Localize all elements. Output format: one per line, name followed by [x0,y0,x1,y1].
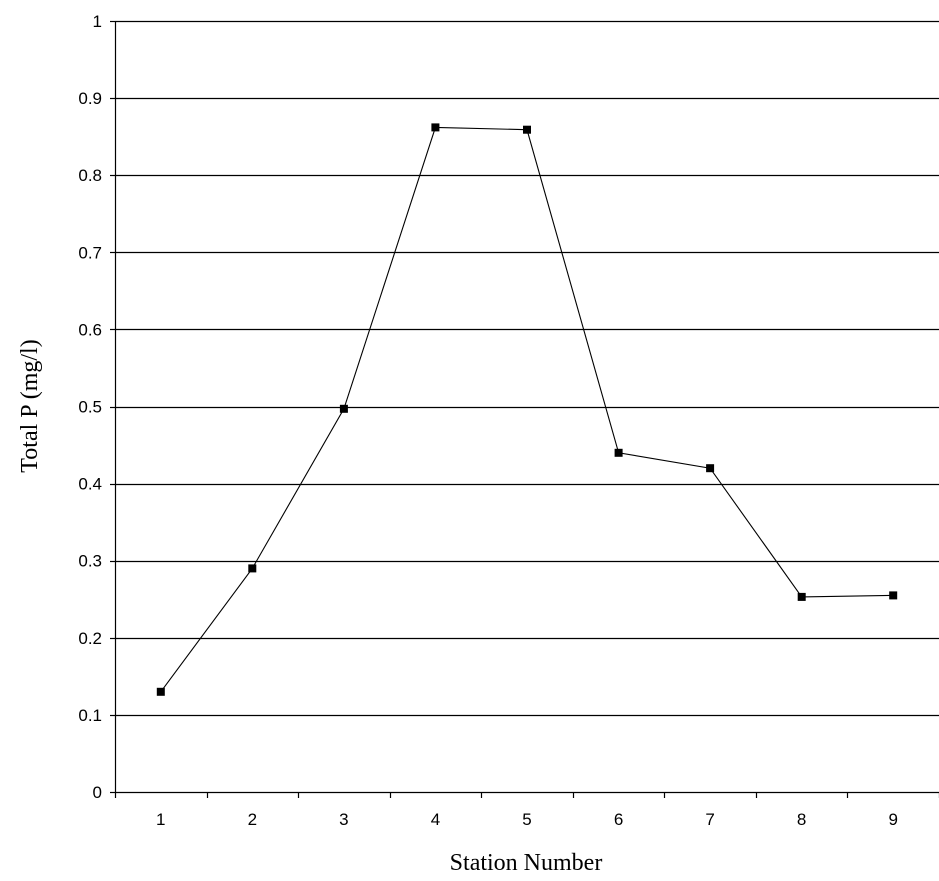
x-tick-label-0: 1 [156,810,165,829]
x-tick-label-2: 3 [339,810,348,829]
y-tick-label-2: 0.2 [78,629,102,648]
x-tick-label-8: 9 [888,810,897,829]
tick-labels: 0 0.1 0.2 0.3 0.4 0.5 0.6 0.7 0.8 0.9 1 1 2 3 4 5 6 7 8 9 [78,12,898,829]
data-point-2 [248,564,257,573]
y-tick-label-7: 0.7 [78,243,102,262]
x-tick-label-5: 6 [614,810,623,829]
axes [110,20,939,798]
gridlines [115,20,939,717]
x-tick-label-3: 4 [431,810,440,829]
x-tick-label-7: 8 [797,810,806,829]
y-tick-label-0: 0 [93,783,102,802]
x-tick-label-6: 7 [705,810,714,829]
series-line-layer [160,126,894,693]
data-point-7 [706,464,715,473]
x-tick-label-4: 5 [522,810,531,829]
data-point-3 [339,404,348,413]
y-tick-label-1: 0.1 [78,706,102,725]
data-point-9 [889,591,898,600]
y-tick-label-4: 0.4 [78,475,102,494]
y-tick-label-6: 0.6 [78,320,102,339]
series-line-0 [160,126,894,693]
data-markers [156,123,898,696]
y-tick-label-10: 1 [93,12,102,31]
data-point-4 [431,123,440,132]
y-tick-label-3: 0.3 [78,552,102,571]
data-point-1 [156,687,165,696]
y-tick-label-8: 0.8 [78,166,102,185]
data-point-6 [614,448,623,457]
data-point-5 [523,125,531,134]
x-tick-label-1: 2 [248,810,257,829]
data-point-8 [797,592,806,601]
y-axis-title: Total P (mg/l) [17,339,43,472]
y-tick-label-9: 0.9 [78,89,102,108]
x-axis-title: Station Number [450,850,603,876]
y-tick-label-5: 0.5 [78,398,102,417]
